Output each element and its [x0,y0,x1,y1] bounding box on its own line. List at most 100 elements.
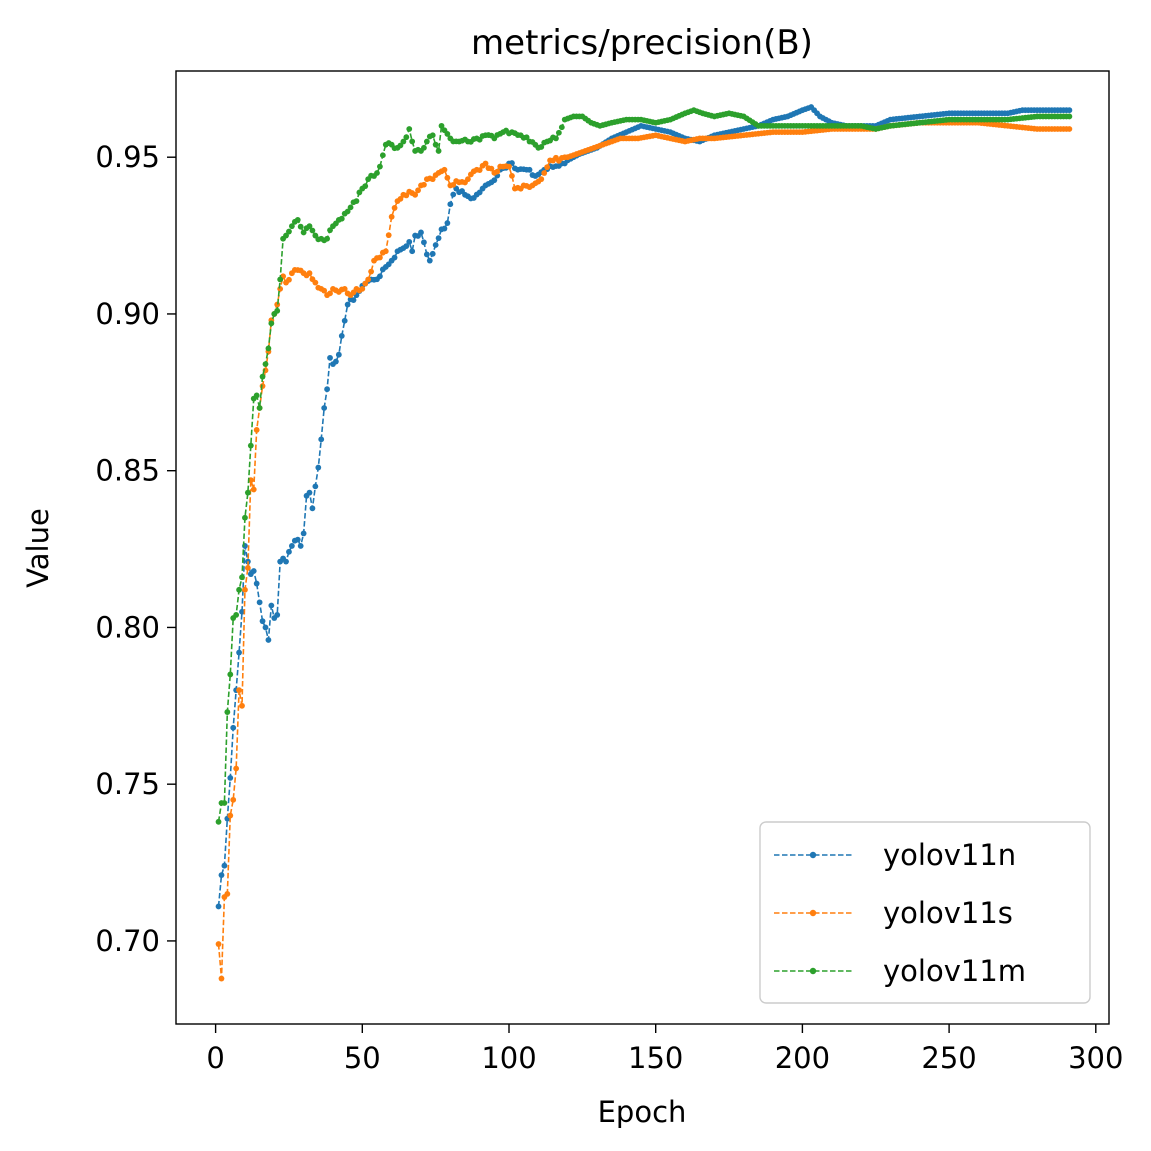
data-point [447,201,454,208]
data-point [368,268,375,275]
legend-label: yolov11n [883,838,1016,872]
data-point [344,301,351,308]
plot-frame [175,70,1110,1025]
data-point [274,307,281,314]
data-point [403,243,410,249]
series-yolov11s [215,119,1073,982]
data-point [362,280,369,287]
data-point [253,427,260,433]
data-point [286,228,292,235]
data-point [288,223,295,230]
data-point [236,687,242,694]
series-yolov11n [215,104,1073,910]
data-point [327,354,333,361]
data-point [441,225,448,232]
data-point [432,242,439,248]
data-point [555,129,562,136]
series-layer [215,104,1073,982]
data-point [444,131,451,137]
data-point [277,276,284,283]
data-point [244,489,251,496]
x-tick-label: 150 [628,1041,683,1075]
data-point [306,270,313,277]
legend-box [759,821,1091,1004]
data-point [286,276,292,283]
data-point [233,612,240,618]
data-point [1066,107,1073,114]
data-point [321,405,328,411]
data-point [482,160,489,167]
data-point [429,250,436,257]
data-point [239,608,245,615]
data-point [421,144,427,151]
data-point [444,220,451,226]
data-point [288,543,295,549]
y-tick-label: 0.75 [95,767,160,801]
legend-marker [809,909,817,917]
data-point [312,279,319,286]
y-axis-label: Value [21,508,55,588]
data-point [309,505,316,512]
data-point [315,464,322,471]
legend-marker [809,967,817,975]
data-point [215,941,222,947]
data-point [435,235,442,242]
data-point [333,358,339,365]
data-point [418,229,424,236]
data-point [297,223,304,230]
data-point [224,709,231,715]
data-point [306,489,313,496]
data-point [365,276,372,283]
data-point [221,800,228,806]
data-point [406,126,413,132]
y-tick-label: 0.90 [95,297,160,331]
data-point [221,862,228,869]
data-point [391,205,398,211]
x-axis-label: Epoch [598,1095,687,1129]
data-point [379,152,386,159]
x-tick-label: 0 [206,1041,224,1075]
data-point [300,530,307,537]
data-point [450,191,457,198]
data-point [423,138,430,145]
y-axis: 0.70 0.75 0.80 0.85 0.90 0.95 [95,140,176,958]
data-point [294,217,301,223]
data-point [239,574,245,581]
data-point [324,235,330,242]
data-point [242,514,248,521]
data-point [509,172,515,179]
data-point [553,135,559,142]
data-point [506,163,512,170]
y-tick-label: 0.70 [95,924,160,958]
data-point [494,168,501,175]
data-point [538,144,545,150]
data-point [423,251,430,258]
data-point [236,586,242,593]
y-tick-label: 0.95 [95,140,160,174]
data-point [259,618,266,625]
data-point [382,248,389,255]
data-point [256,599,263,606]
data-point [250,568,257,574]
data-point [541,170,548,176]
data-point [465,176,471,183]
data-point [259,383,266,389]
x-tick-label: 200 [775,1041,830,1075]
data-point [523,134,530,141]
data-point [491,177,498,184]
data-point [476,167,483,174]
data-point [359,285,366,292]
x-tick-label: 300 [1068,1041,1123,1075]
data-point [432,141,439,148]
legend-label: yolov11m [883,954,1026,988]
data-point [1066,113,1073,120]
data-point [1066,126,1073,132]
data-point [406,238,413,245]
data-point [426,257,433,264]
data-point [347,204,354,211]
data-point [374,170,380,176]
data-point [558,124,565,131]
data-point [321,287,328,294]
data-point [409,248,416,255]
